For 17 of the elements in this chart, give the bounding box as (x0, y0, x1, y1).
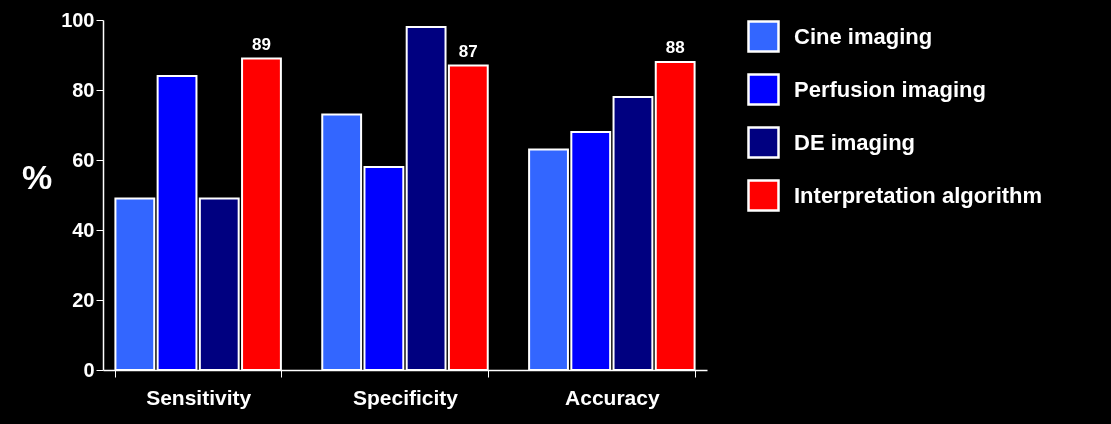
y-tick-label: 40 (72, 218, 95, 241)
legend-label: DE imaging (794, 129, 916, 155)
data-label: 88 (665, 38, 685, 57)
legend-label: Interpretation algorithm (794, 182, 1043, 208)
legend-label: Cine imaging (794, 23, 933, 49)
y-axis-title: % (22, 157, 53, 196)
x-tick-label: Accuracy (565, 385, 660, 409)
data-label: 89 (252, 34, 271, 54)
y-tick-label: 100 (61, 8, 95, 31)
y-tick-label: 0 (83, 358, 95, 381)
y-tick-label: 20 (72, 288, 95, 311)
x-tick-label: Specificity (352, 385, 459, 409)
data-label: 87 (458, 41, 478, 61)
legend-label: Perfusion imaging (794, 76, 986, 102)
x-tick-label: Sensitivity (146, 385, 252, 409)
y-tick-label: 80 (72, 78, 95, 101)
y-tick-label: 60 (72, 148, 95, 171)
